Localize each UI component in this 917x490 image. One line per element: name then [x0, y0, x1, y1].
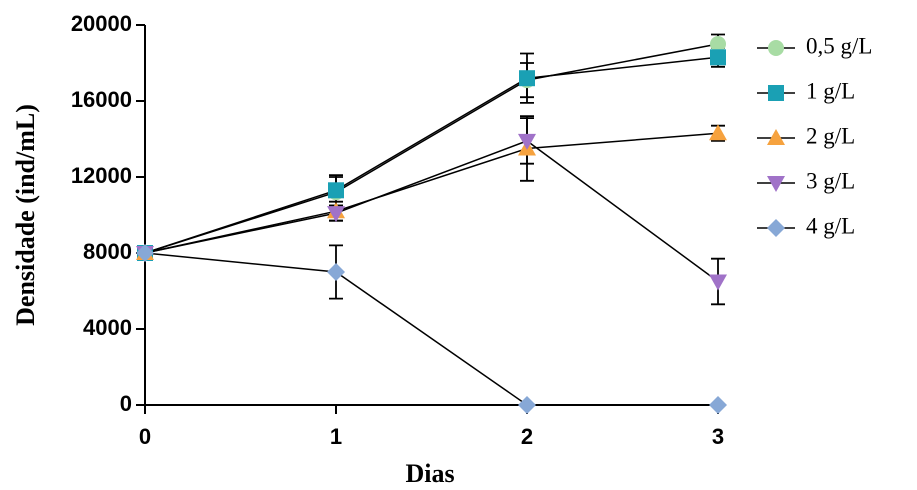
legend-marker [768, 40, 784, 56]
y-tick-label: 8000 [83, 239, 132, 264]
x-axis-title: Dias [405, 459, 454, 488]
x-tick-label: 1 [330, 424, 342, 449]
data-point [710, 49, 726, 66]
data-point [519, 70, 535, 87]
y-tick-label: 0 [120, 391, 132, 416]
y-tick-label: 4000 [83, 315, 132, 340]
data-point [327, 263, 345, 281]
data-point [709, 124, 727, 141]
legend-marker [767, 176, 785, 192]
legend-label: 3 g/L [806, 168, 855, 193]
y-tick-label: 12000 [71, 163, 132, 188]
data-point [709, 396, 727, 414]
y-tick-label: 20000 [71, 11, 132, 36]
series-line [144, 140, 719, 283]
legend-marker [767, 219, 785, 237]
data-point [518, 133, 536, 150]
legend-marker [767, 129, 785, 145]
x-tick-label: 3 [712, 424, 724, 449]
x-tick-label: 0 [139, 424, 151, 449]
x-tick-label: 2 [521, 424, 533, 449]
data-point [328, 182, 344, 199]
series-line [144, 132, 719, 254]
data-point [710, 36, 726, 52]
legend-label: 4 g/L [806, 213, 855, 238]
series-line [144, 43, 719, 254]
series-line [144, 56, 719, 254]
y-axis-title: Densidade (ind/mL) [11, 104, 40, 326]
y-tick-label: 16000 [71, 87, 132, 112]
legend-marker [768, 85, 784, 101]
legend-label: 2 g/L [806, 123, 855, 148]
series-line [144, 252, 718, 406]
data-point [327, 206, 345, 223]
legend-label: 1 g/L [806, 78, 855, 103]
data-point [136, 244, 154, 262]
data-point [518, 396, 536, 414]
legend-label: 0,5 g/L [806, 33, 872, 58]
data-point [709, 274, 727, 291]
